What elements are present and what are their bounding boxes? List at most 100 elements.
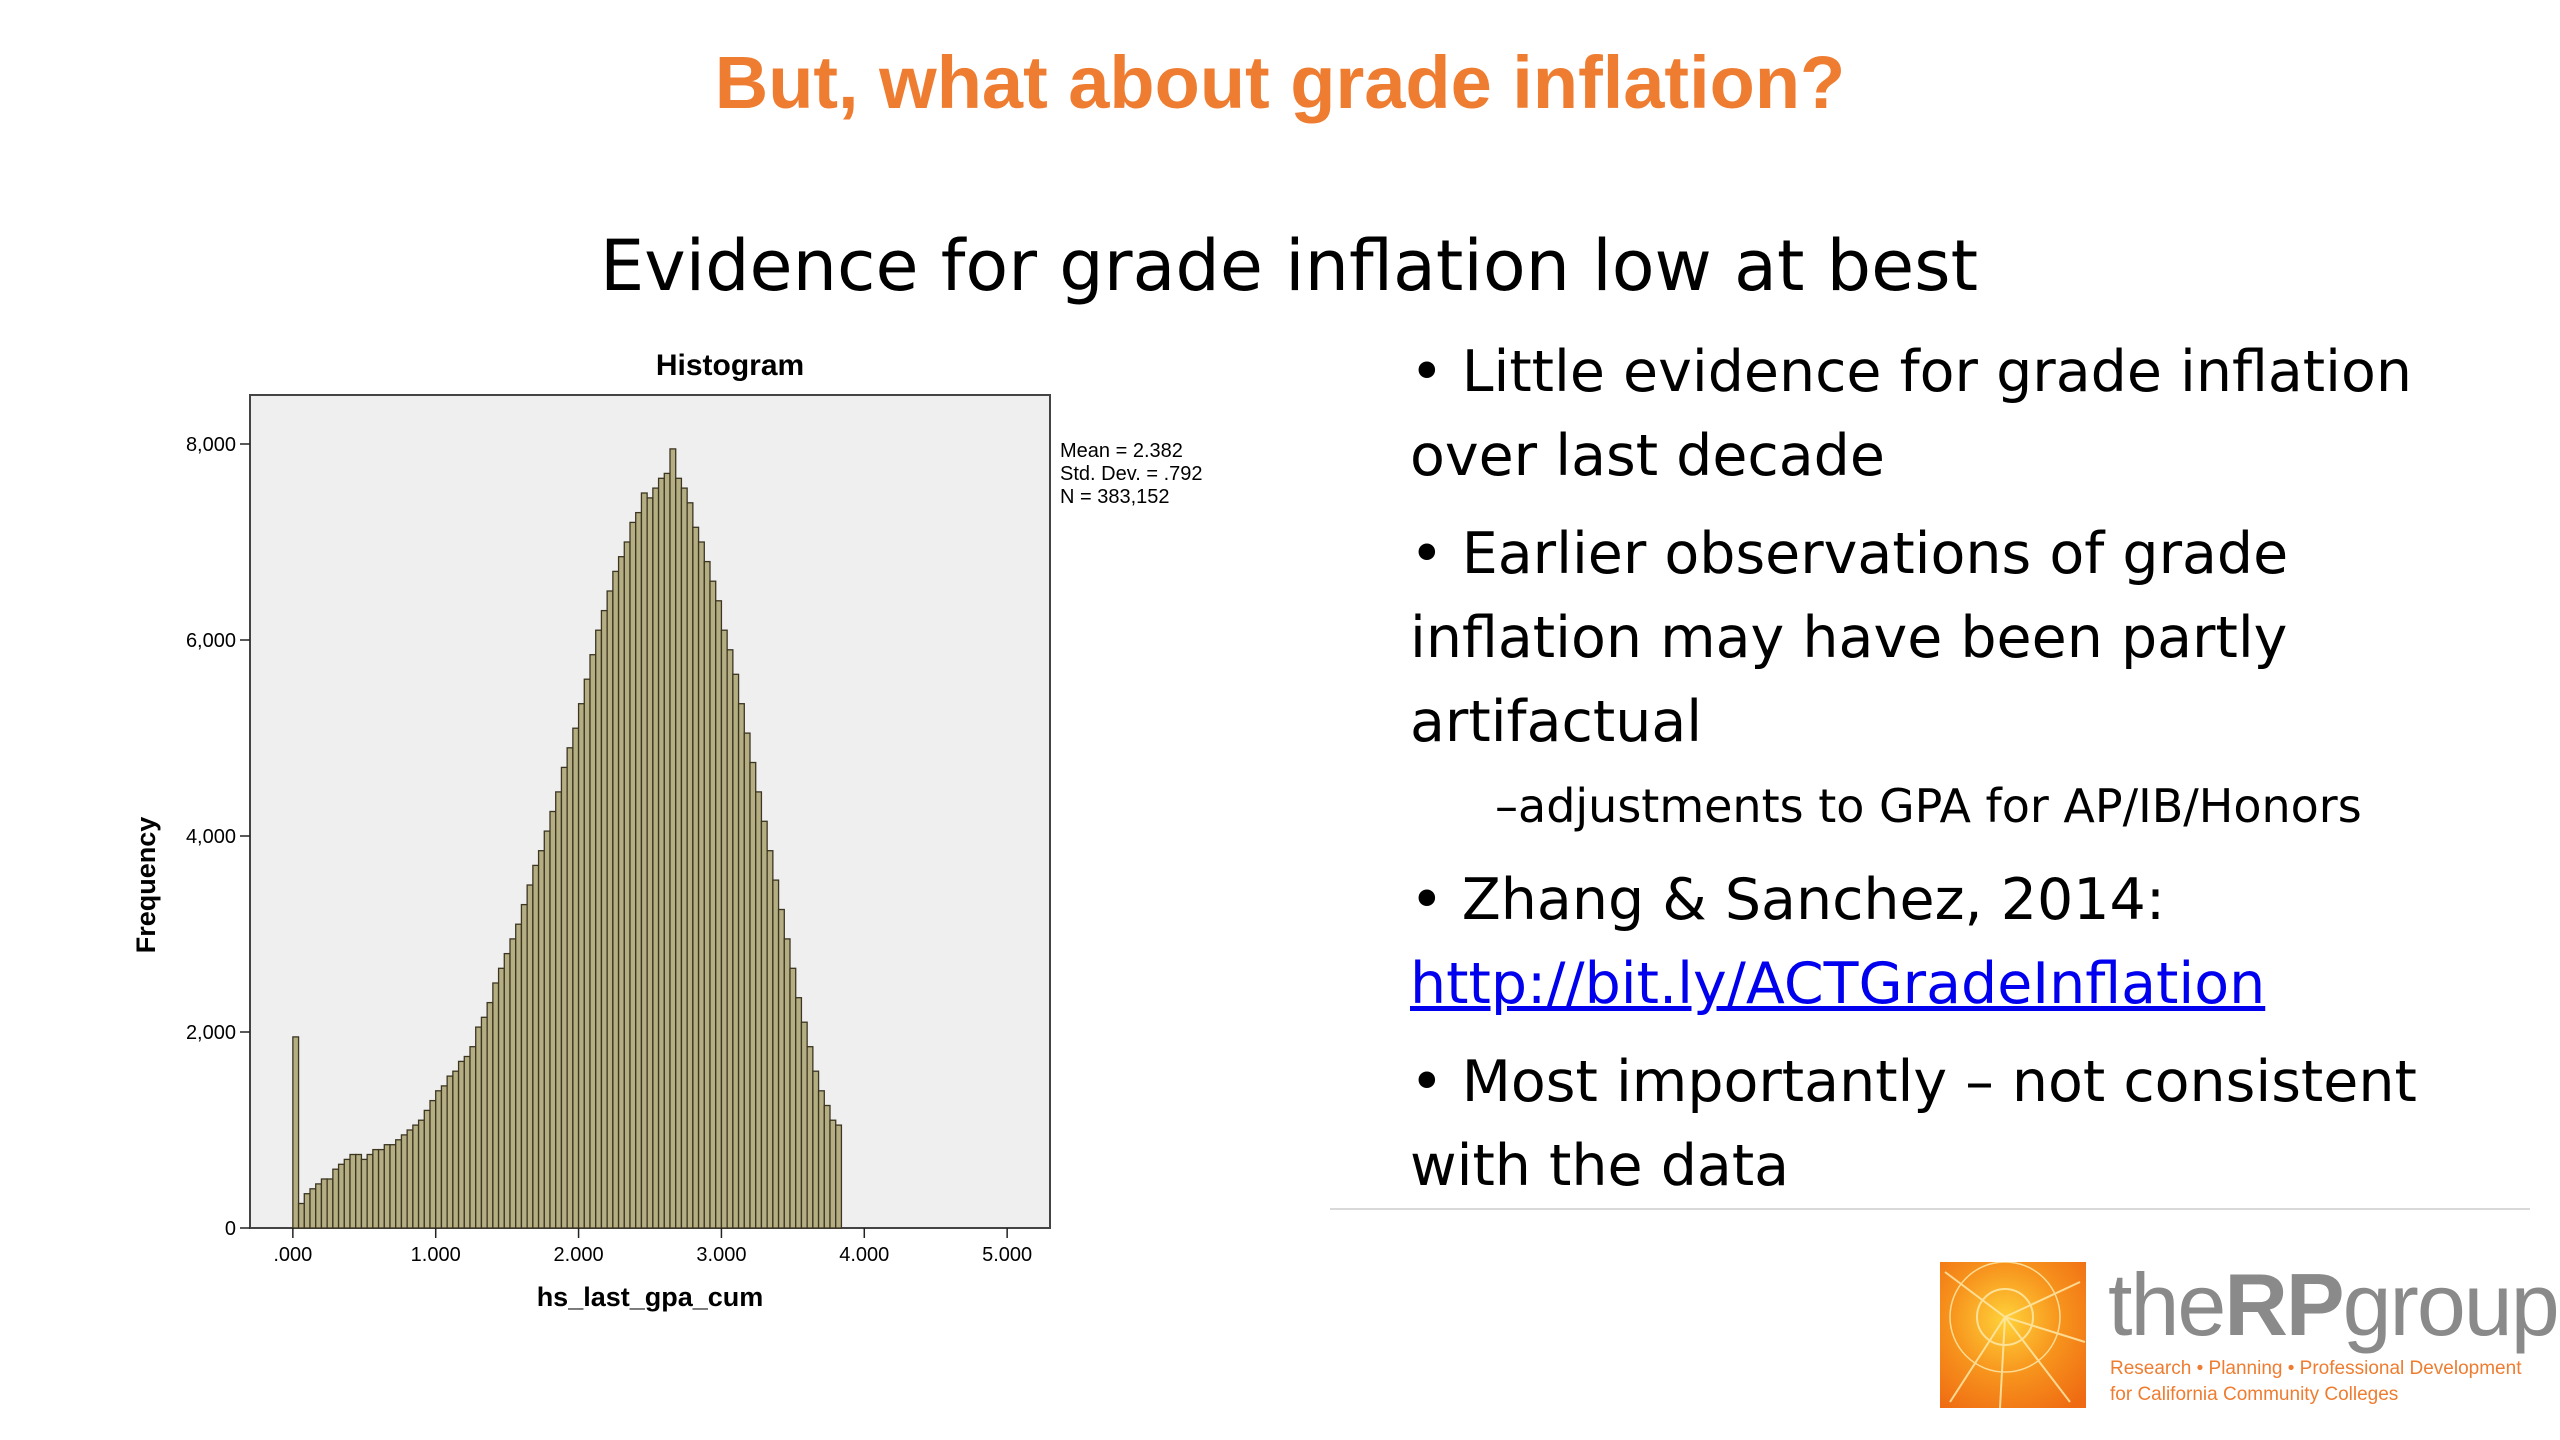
histogram-bar [326, 1178, 334, 1229]
histogram-bar [623, 541, 631, 1229]
histogram-bar [640, 492, 648, 1229]
histogram-bar [423, 1109, 431, 1229]
histogram-bar [383, 1144, 391, 1229]
histogram-bar [332, 1168, 340, 1229]
y-tick-label: 8,000 [186, 434, 236, 456]
histogram-bar [583, 678, 591, 1229]
x-tick-label: 2.000 [554, 1244, 604, 1266]
histogram-bar [337, 1163, 345, 1229]
histogram-bar [406, 1129, 414, 1229]
histogram-bar [817, 1090, 825, 1229]
histogram-bar [617, 556, 625, 1229]
bullet-subitem: –adjustments to GPA for AP/IB/Honors [1495, 779, 2362, 833]
histogram-bar [692, 526, 700, 1229]
x-tick-label: 1.000 [411, 1244, 461, 1266]
histogram-bar [417, 1119, 425, 1229]
axes-group: 0 2,000 4,000 6,000 8,000 .000 1.000 2.000 3.000… [186, 434, 1032, 1266]
histogram-bar [795, 997, 803, 1229]
histogram-bar [360, 1158, 368, 1229]
histogram-bar [532, 864, 540, 1229]
stats-line: Mean = 2.382 [1060, 440, 1183, 462]
histogram-bar [486, 1001, 494, 1229]
logo-wordmark: theRPgroup [2108, 1255, 2560, 1354]
histogram-bar [686, 502, 694, 1229]
histogram-bar [635, 511, 643, 1229]
histogram-bar [675, 477, 683, 1229]
histogram-bar [629, 521, 637, 1229]
histogram-chart: Histogram 0 2,000 4,000 6,000 8,000 .000 1.000… [131, 349, 1203, 1312]
divider-line [1330, 1208, 2530, 1210]
histogram-bar [412, 1124, 420, 1229]
histogram-bar [446, 1075, 454, 1229]
histogram-bar [469, 1046, 477, 1229]
x-axis-label: hs_last_gpa_cum [537, 1282, 764, 1312]
logo-tagline: Research • Planning • Professional Devel… [2110, 1358, 2522, 1379]
histogram-bar [389, 1144, 397, 1229]
histogram-bar [555, 791, 563, 1229]
histogram-bar [732, 673, 740, 1229]
histogram-bar [697, 541, 705, 1229]
histogram-bar [560, 766, 568, 1229]
histogram-bar [589, 654, 597, 1229]
histogram-bar [777, 908, 785, 1229]
x-tick-label: .000 [273, 1244, 312, 1266]
histogram-bar [297, 1202, 305, 1229]
chart-title: Histogram [656, 349, 804, 382]
histogram-bar [720, 629, 728, 1229]
histogram-bar [572, 727, 580, 1229]
histogram-bar [760, 820, 768, 1229]
histogram-bar [435, 1090, 443, 1229]
slide-subtitle: Evidence for grade inflation low at best [600, 225, 1979, 307]
histogram-bar [492, 982, 500, 1229]
histogram-bar [715, 600, 723, 1229]
histogram-bar [606, 590, 614, 1229]
histogram-bar [475, 1026, 483, 1229]
bars-group [292, 448, 843, 1229]
x-tick-label: 5.000 [982, 1244, 1032, 1266]
histogram-bar [503, 952, 511, 1229]
histogram-bar [766, 850, 774, 1229]
histogram-bar [749, 761, 757, 1229]
rp-group-logo: theRPgroup Research • Planning • Profess… [1940, 1255, 2560, 1412]
bullet-list: • Little evidence for grade inflation ov… [1410, 330, 2530, 1222]
histogram-bar [657, 477, 665, 1229]
histogram-bar [652, 487, 660, 1229]
histogram-bar [800, 1021, 808, 1229]
histogram-bar [515, 923, 523, 1229]
y-tick-label: 2,000 [186, 1022, 236, 1044]
histogram-bar [526, 884, 534, 1229]
starburst-logo-icon [1940, 1262, 2086, 1408]
histogram-bar [646, 497, 654, 1229]
citation-link[interactable]: http://bit.ly/ACTGradeInflation [1410, 951, 2266, 1017]
histogram-bar [480, 1016, 488, 1229]
histogram-bar [395, 1139, 403, 1229]
logo-tagline: for California Community Colleges [2110, 1384, 2399, 1405]
histogram-bar [377, 1148, 385, 1229]
histogram-bar [835, 1124, 843, 1229]
histogram-bar [577, 703, 585, 1229]
bullet-item: • Earlier observations of grade inflatio… [1410, 521, 2289, 755]
histogram-bar [349, 1153, 357, 1229]
histogram-bar [355, 1153, 363, 1229]
histogram-bar [400, 1134, 408, 1229]
histogram-bar [549, 810, 557, 1229]
histogram-bar [537, 850, 545, 1229]
bullet-item: • Most importantly – not consistent with… [1410, 1049, 2417, 1199]
histogram-bar [743, 732, 751, 1229]
stats-line: N = 383,152 [1060, 486, 1170, 508]
histogram-bar [429, 1099, 437, 1229]
histogram-bar [372, 1148, 380, 1229]
histogram-bar [543, 830, 551, 1229]
citation-text: • Zhang & Sanchez, 2014: [1410, 867, 2166, 933]
histogram-bar [663, 472, 671, 1229]
histogram-bar [509, 938, 517, 1229]
y-tick-label: 6,000 [186, 630, 236, 652]
histogram-bar [703, 560, 711, 1229]
bullet-item: • Little evidence for grade inflation ov… [1410, 339, 2412, 489]
histogram-bar [789, 967, 797, 1229]
histogram-bar [709, 580, 717, 1229]
histogram-bar [366, 1153, 374, 1229]
histogram-bar [612, 570, 620, 1229]
histogram-bar [772, 879, 780, 1229]
